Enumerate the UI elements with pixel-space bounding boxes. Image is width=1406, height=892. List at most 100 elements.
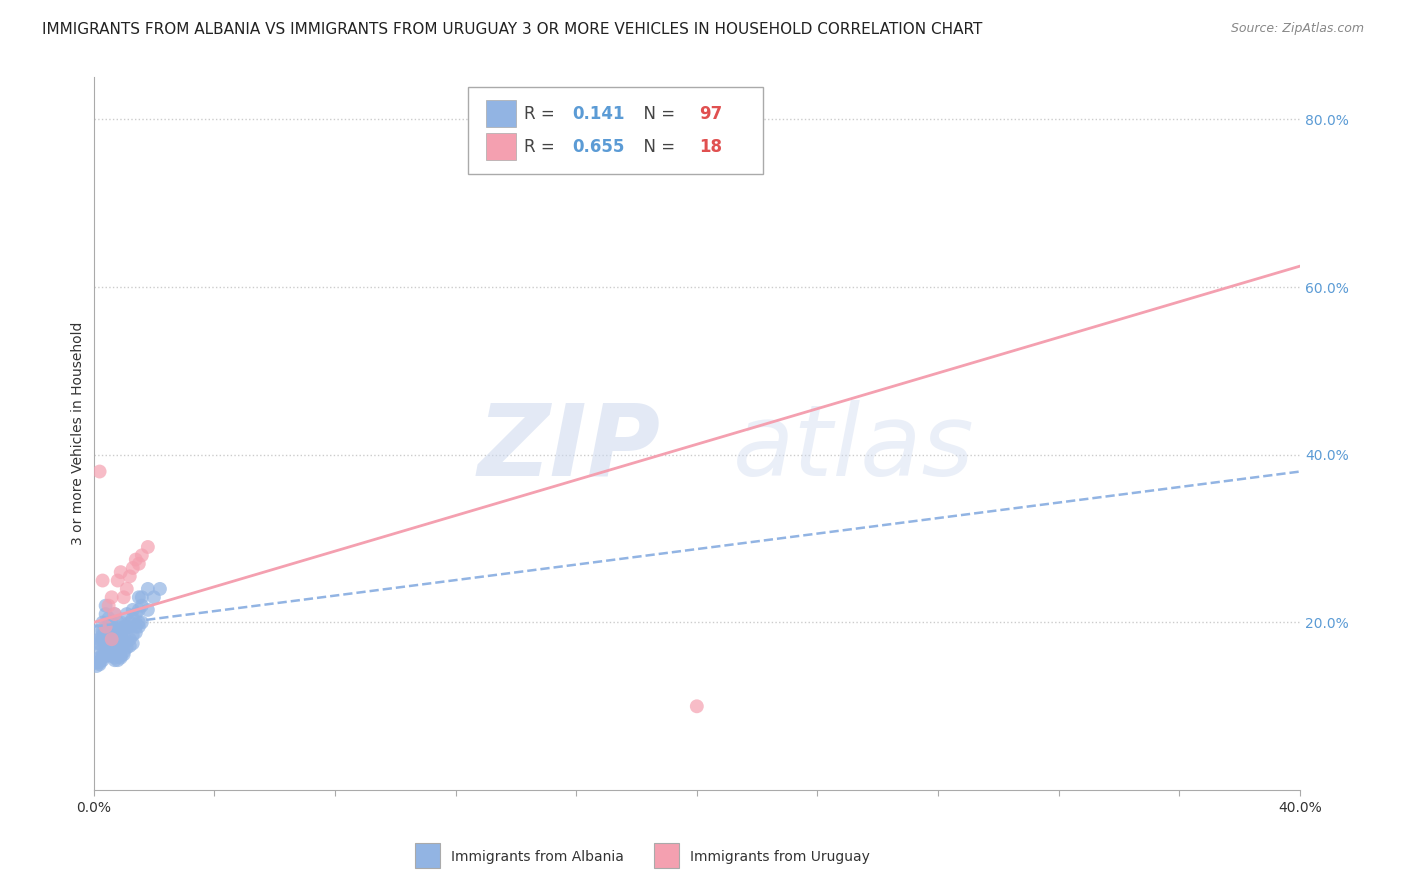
Point: [128, 603, 150, 617]
Point: [107, 648, 129, 663]
Point: [94, 648, 117, 662]
Point: [97, 628, 120, 642]
Point: [115, 633, 138, 648]
Point: [112, 622, 135, 636]
Point: [100, 632, 122, 647]
Point: [97, 599, 120, 613]
Point: [100, 639, 122, 653]
Point: [91, 615, 114, 630]
Point: [94, 628, 117, 642]
Point: [107, 574, 129, 588]
Point: [91, 632, 114, 647]
Point: [89, 657, 111, 672]
Point: [100, 625, 122, 640]
Point: [86, 624, 108, 638]
Point: [112, 645, 135, 659]
Point: [128, 591, 150, 605]
Point: [118, 639, 141, 653]
Point: [107, 628, 129, 642]
Point: [110, 615, 132, 630]
Point: [149, 582, 172, 596]
Point: [94, 648, 117, 663]
Point: [89, 632, 111, 647]
Point: [118, 620, 141, 634]
Point: [121, 628, 143, 642]
Text: 0.655: 0.655: [572, 137, 624, 155]
Point: [112, 633, 135, 648]
Point: [100, 648, 122, 663]
Point: [97, 620, 120, 634]
Point: [112, 648, 135, 662]
Point: [107, 640, 129, 655]
Point: [89, 636, 111, 650]
Text: ZIP: ZIP: [478, 400, 661, 497]
Point: [115, 620, 138, 634]
Point: [686, 699, 709, 714]
Point: [94, 607, 117, 621]
Point: [94, 645, 117, 659]
Point: [107, 615, 129, 630]
Point: [100, 632, 122, 647]
Point: [91, 650, 114, 665]
Bar: [485, 100, 516, 128]
Y-axis label: 3 or more Vehicles in Household: 3 or more Vehicles in Household: [72, 322, 86, 546]
Point: [104, 607, 127, 621]
Text: Immigrants from Uruguay: Immigrants from Uruguay: [690, 850, 870, 864]
Text: 0.141: 0.141: [572, 104, 626, 123]
Point: [142, 591, 165, 605]
Text: R =: R =: [524, 137, 561, 155]
Point: [110, 565, 132, 579]
Point: [91, 628, 114, 642]
Point: [128, 557, 150, 571]
Point: [118, 632, 141, 647]
Point: [125, 625, 148, 640]
Point: [100, 633, 122, 648]
Text: 97: 97: [699, 104, 723, 123]
Point: [104, 636, 127, 650]
Point: [97, 645, 120, 659]
Point: [91, 574, 114, 588]
Point: [136, 603, 159, 617]
Point: [131, 549, 153, 563]
Text: Source: ZipAtlas.com: Source: ZipAtlas.com: [1230, 22, 1364, 36]
Point: [104, 622, 127, 636]
Point: [97, 639, 120, 653]
Point: [97, 611, 120, 625]
Point: [100, 624, 122, 638]
Point: [89, 465, 111, 479]
Point: [91, 624, 114, 638]
Point: [121, 603, 143, 617]
Bar: [485, 133, 516, 160]
Point: [110, 642, 132, 657]
Point: [131, 591, 153, 605]
Point: [136, 540, 159, 554]
Point: [121, 636, 143, 650]
Point: [86, 656, 108, 670]
Text: R =: R =: [524, 104, 561, 123]
Point: [110, 633, 132, 648]
FancyBboxPatch shape: [468, 87, 763, 174]
Point: [91, 653, 114, 667]
Point: [86, 659, 108, 673]
Point: [89, 645, 111, 659]
Point: [107, 653, 129, 667]
Text: Immigrants from Albania: Immigrants from Albania: [451, 850, 624, 864]
Point: [131, 599, 153, 613]
Point: [115, 607, 138, 621]
Point: [91, 648, 114, 662]
Text: IMMIGRANTS FROM ALBANIA VS IMMIGRANTS FROM URUGUAY 3 OR MORE VEHICLES IN HOUSEHO: IMMIGRANTS FROM ALBANIA VS IMMIGRANTS FR…: [42, 22, 983, 37]
Point: [118, 569, 141, 583]
Point: [97, 642, 120, 657]
Point: [100, 615, 122, 630]
Point: [128, 620, 150, 634]
Point: [125, 620, 148, 634]
Point: [115, 582, 138, 596]
Point: [100, 640, 122, 655]
Point: [121, 561, 143, 575]
Point: [94, 640, 117, 655]
Point: [100, 591, 122, 605]
Point: [97, 636, 120, 650]
Point: [104, 607, 127, 621]
Point: [125, 552, 148, 566]
Point: [86, 636, 108, 650]
